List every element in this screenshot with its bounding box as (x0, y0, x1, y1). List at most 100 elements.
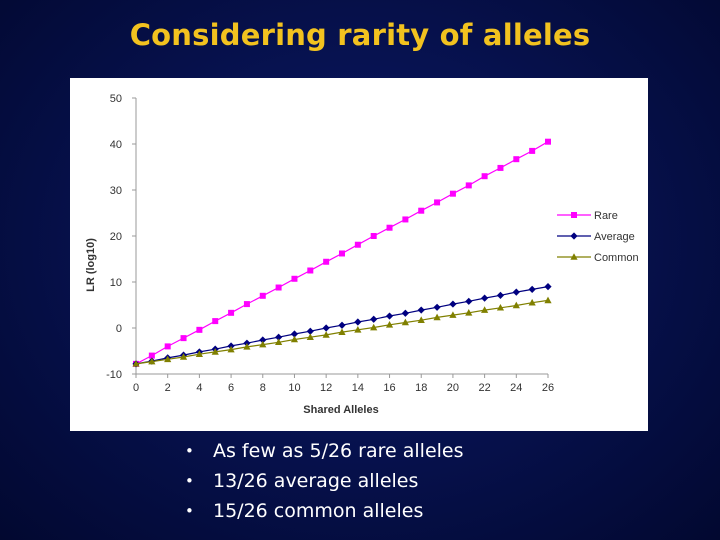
data-point-rare (259, 292, 266, 299)
legend-label-average: Average (594, 231, 635, 243)
data-point-common (449, 311, 457, 318)
data-point-rare (212, 318, 219, 325)
data-point-common (481, 306, 489, 313)
x-tick-label: 0 (133, 382, 139, 394)
data-point-average (512, 288, 520, 296)
data-point-common (322, 331, 330, 338)
x-axis-label: Shared Alleles (303, 404, 378, 416)
legend-marker-common (570, 253, 578, 260)
data-point-common (148, 357, 156, 365)
data-point-average (528, 285, 536, 293)
y-axis-label: LR (log10) (85, 238, 97, 292)
data-point-common (211, 348, 219, 355)
data-point-common (417, 316, 425, 323)
x-tick-label: 2 (165, 382, 171, 394)
chart-legend: Rare Average Common (557, 210, 639, 264)
data-point-rare (228, 309, 235, 316)
data-point-average (544, 283, 552, 291)
data-point-rare (275, 284, 282, 291)
data-point-common (401, 318, 409, 326)
data-point-average (449, 300, 457, 308)
x-tick-label: 22 (478, 382, 490, 394)
legend-marker-average (570, 232, 578, 240)
data-point-average (354, 318, 362, 326)
data-point-common (164, 355, 172, 363)
legend-label-common: Common (594, 252, 639, 264)
data-point-rare (402, 216, 409, 223)
data-point-rare (386, 224, 393, 231)
legend-marker-rare (571, 212, 577, 218)
data-point-rare (243, 301, 250, 308)
data-point-common (259, 340, 267, 348)
data-point-average (385, 312, 394, 320)
data-point-common (195, 350, 203, 358)
data-point-rare (434, 199, 441, 206)
bullet-item: • 15/26 common alleles (185, 496, 464, 526)
data-point-common (275, 338, 283, 346)
data-point-rare (180, 335, 187, 342)
data-point-rare (307, 267, 314, 274)
data-point-rare (354, 241, 361, 248)
data-point-rare (291, 275, 298, 282)
y-tick-label: 40 (110, 139, 122, 151)
data-point-common (338, 328, 346, 335)
data-point-rare (196, 326, 203, 333)
data-point-common (132, 360, 140, 367)
data-point-common (227, 345, 235, 353)
data-point-common (354, 326, 362, 333)
data-point-average (259, 336, 267, 344)
data-point-average (322, 324, 330, 332)
data-point-average (338, 321, 346, 329)
x-tick-label: 12 (320, 382, 332, 394)
y-tick-label: 0 (116, 323, 122, 335)
data-point-common (370, 323, 378, 331)
x-tick-label: 10 (288, 382, 300, 394)
chart-series (132, 138, 552, 368)
bullet-text: 15/26 common alleles (213, 500, 424, 522)
data-point-average (465, 297, 473, 305)
y-tick-label: 30 (110, 185, 122, 197)
bullet-list: • As few as 5/26 rare alleles • 13/26 aver… (185, 436, 464, 526)
x-tick-label: 26 (542, 382, 554, 394)
x-tick-label: 18 (415, 382, 427, 394)
bullet-item: • 13/26 average alleles (185, 466, 464, 496)
y-tick-label: 10 (110, 277, 122, 289)
data-point-average (401, 309, 409, 317)
x-tick-label: 14 (352, 382, 364, 394)
data-point-common (290, 335, 299, 343)
data-point-average (481, 294, 489, 302)
y-tick-label: 50 (110, 93, 122, 105)
data-point-rare (529, 147, 536, 154)
data-point-common (385, 320, 394, 328)
bullet-glyph: • (185, 472, 194, 490)
y-tick-label: -10 (106, 369, 122, 381)
data-point-common (306, 333, 314, 340)
data-point-common (465, 309, 473, 316)
data-point-rare (370, 233, 377, 239)
data-point-average (433, 303, 441, 311)
data-point-rare (418, 207, 425, 214)
data-point-rare (513, 156, 520, 163)
data-point-common (544, 296, 552, 304)
data-point-average (370, 315, 378, 323)
data-point-average (417, 306, 425, 314)
data-point-average (496, 291, 505, 299)
x-tick-label: 16 (383, 382, 395, 394)
bullet-text: 13/26 average alleles (213, 470, 419, 492)
bullet-text: As few as 5/26 rare alleles (213, 440, 464, 462)
data-point-common (528, 298, 536, 306)
data-point-rare (164, 343, 171, 350)
data-point-rare (449, 190, 456, 197)
bullet-glyph: • (185, 502, 194, 520)
y-tick-label: 20 (110, 231, 122, 243)
bullet-glyph: • (185, 442, 194, 460)
data-point-common (433, 313, 441, 321)
bullet-item: • As few as 5/26 rare alleles (185, 436, 464, 466)
data-point-rare (545, 138, 551, 145)
legend-label-rare: Rare (594, 210, 618, 222)
data-point-common (243, 343, 251, 350)
data-point-common (179, 353, 188, 360)
chart-panel: -10 0 10 20 30 40 50 0 2 4 6 8 10 12 14 16 18 20 22 24 26 Ra… (70, 78, 648, 431)
